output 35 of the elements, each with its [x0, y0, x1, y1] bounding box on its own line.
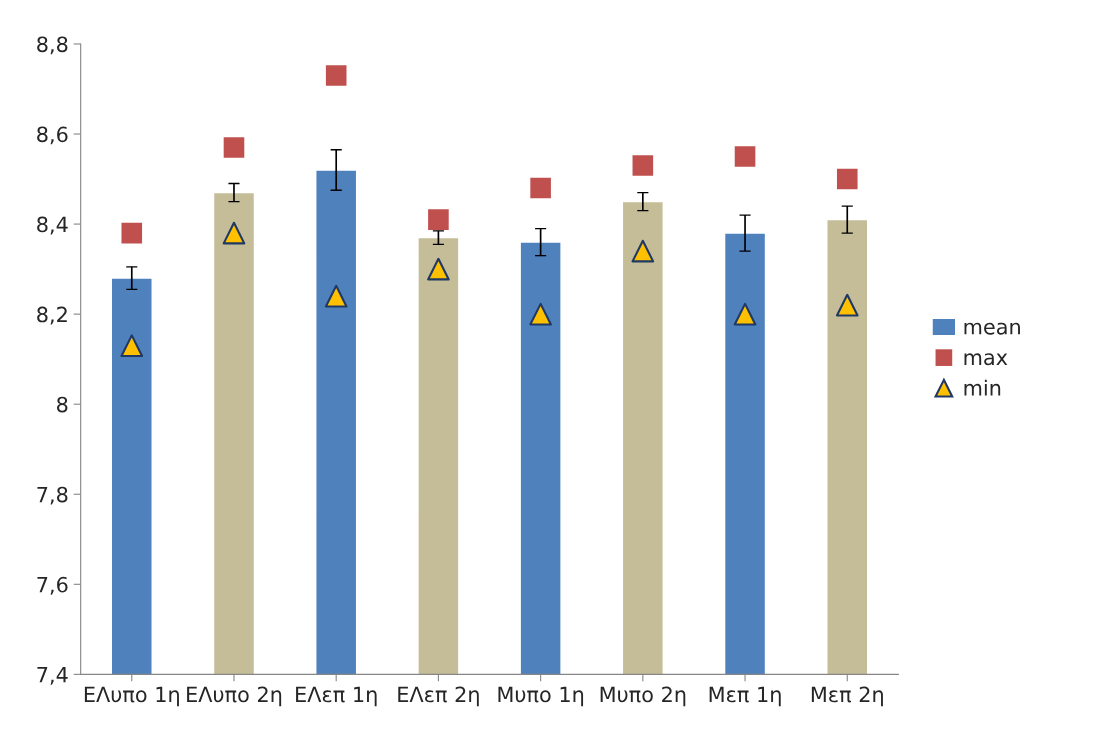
y-tick-label: 8,6: [37, 126, 68, 145]
x-tick-label: Μεπ 1η: [709, 686, 781, 707]
point: [835, 293, 859, 317]
x-tick-label: ΕΛεπ 1η: [296, 686, 377, 707]
legend-label: mean: [964, 322, 1020, 335]
y-tick-label: 7,4: [37, 667, 68, 685]
x-tick-label: ΕΛυπο 2η: [187, 686, 282, 707]
legend-label: min: [964, 379, 1001, 396]
legend-label: max: [964, 353, 1008, 366]
point: [223, 137, 245, 158]
point: [222, 221, 246, 245]
y-tick-label: 8,8: [37, 36, 68, 55]
point: [325, 65, 347, 86]
y-tick-label: 8,2: [37, 306, 67, 325]
point: [733, 302, 757, 326]
point: [120, 334, 144, 357]
x-tick-label: ΕΛεπ 2η: [398, 686, 479, 707]
y-tick-label: 8: [57, 396, 68, 413]
point: [529, 302, 552, 326]
x-tick-label: Μυπο 2η: [600, 686, 686, 707]
y-tick-label: 8,4: [37, 216, 68, 235]
point: [121, 222, 143, 244]
y-tick-label: 7,6: [37, 576, 68, 595]
point: [428, 209, 449, 230]
y-tick-label: 7,8: [37, 486, 68, 505]
point: [631, 239, 655, 263]
x-tick-label: ΕΛυπο 1η: [84, 686, 179, 707]
point: [836, 168, 858, 190]
point: [530, 177, 551, 199]
point: [427, 257, 450, 281]
point: [632, 155, 654, 176]
point: [324, 284, 348, 308]
point: [734, 146, 756, 167]
x-tick-label: Μυπο 1η: [498, 686, 584, 707]
x-tick-label: Μεπ 2η: [811, 686, 883, 707]
